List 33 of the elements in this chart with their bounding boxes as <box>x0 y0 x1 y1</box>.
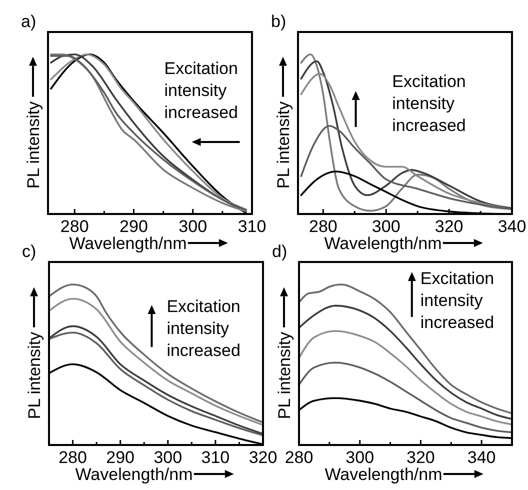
x-axis-title: Wavelength/nm <box>69 234 187 253</box>
y-axis-title: PL intensity <box>274 100 293 189</box>
x-tick-label: 300 <box>372 217 400 236</box>
x-tick-label: 290 <box>106 448 135 467</box>
x-tick-label: 300 <box>178 217 208 236</box>
x-tick-label: 290 <box>120 217 148 236</box>
x-tick-label: 340 <box>498 217 526 236</box>
y-axis-title: PL intensity <box>275 331 294 420</box>
chart-title: b) <box>271 12 286 31</box>
x-axis-title: Wavelength/nm <box>324 465 442 484</box>
x-tick-label: 320 <box>406 448 435 467</box>
x-axis-title: Wavelength/nm <box>324 234 442 253</box>
annotation: Excitation intensity increased <box>392 72 466 135</box>
x-tick-label: 300 <box>154 448 182 467</box>
x-tick-label: 320 <box>248 448 278 467</box>
x-tick-label: 340 <box>467 448 496 467</box>
x-axis-title: Wavelength/nm <box>75 465 193 484</box>
chart-title: a) <box>21 12 36 31</box>
x-tick-label: 310 <box>201 448 230 467</box>
x-tick-label: 280 <box>284 448 314 467</box>
x-tick-label: 280 <box>308 217 338 236</box>
chart-title: d) <box>272 242 288 261</box>
x-tick-label: 300 <box>346 448 374 467</box>
y-axis-title: PL intensity <box>24 100 43 189</box>
y-axis-title: PL intensity <box>25 331 44 420</box>
x-tick-label: 280 <box>58 448 87 467</box>
chart-title: c) <box>22 242 36 261</box>
annotation: Excitation intensity increased <box>164 59 238 122</box>
x-tick-label: 310 <box>238 217 266 236</box>
annotation: Excitation intensity increased <box>166 297 240 360</box>
annotation: Excitation intensity increased <box>420 269 494 332</box>
x-tick-label: 320 <box>434 217 464 236</box>
x-tick-label: 280 <box>60 217 89 236</box>
